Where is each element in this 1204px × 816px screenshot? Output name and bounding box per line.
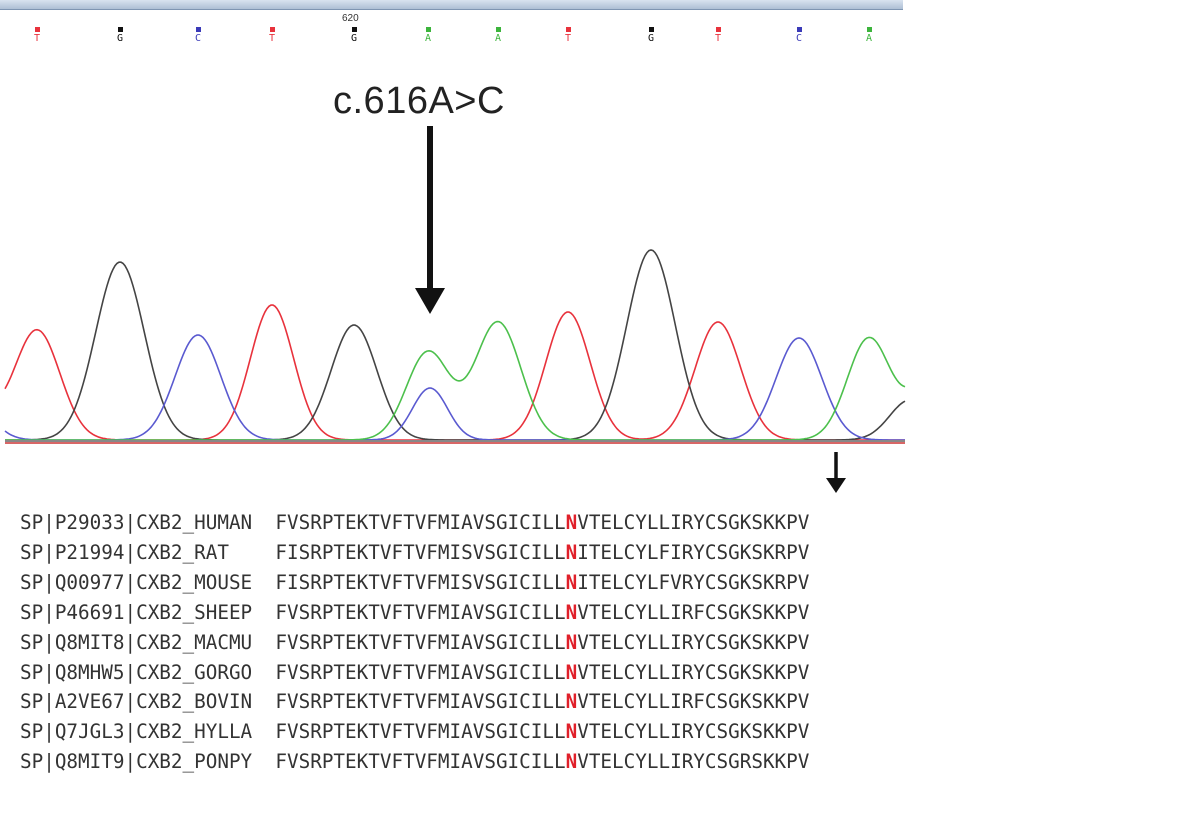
- highlighted-residue: N: [565, 540, 578, 564]
- highlighted-residue: N: [565, 511, 578, 534]
- base-call-letter: C: [194, 33, 202, 44]
- sequence-prefix: FISRPTEKTVFTVFMISVSGICILL: [275, 540, 566, 564]
- highlighted-residue: N: [565, 600, 578, 624]
- trace-group: [4, 249, 906, 441]
- base-call-letter: A: [424, 33, 432, 44]
- base-call-letter: T: [33, 33, 41, 44]
- base-call: C: [791, 20, 807, 44]
- base-call: A: [861, 20, 877, 44]
- highlighted-residue: N: [565, 690, 578, 714]
- protein-alignment: SP|P29033|CXB2_HUMAN FVSRPTEKTVFTVFMIAVS…: [20, 508, 809, 777]
- base-call-marker: [866, 27, 872, 32]
- base-call: A: [420, 20, 436, 44]
- sequence-id: SP|P46691|CXB2_SHEEP: [20, 600, 276, 624]
- sequence-id: SP|P29033|CXB2_HUMAN: [20, 511, 276, 534]
- alignment-row: SP|Q7JGL3|CXB2_HYLLA FVSRPTEKTVFTVFMIAVS…: [20, 717, 809, 747]
- sequence-suffix: VTELCYLLIRYCSGKSKKPV: [577, 511, 810, 534]
- base-call: G: [643, 20, 659, 44]
- highlighted-residue: N: [565, 660, 578, 684]
- sequence-prefix: FVSRPTEKTVFTVFMIAVSGICILL: [275, 630, 566, 654]
- highlighted-residue: N: [565, 570, 578, 594]
- base-call-marker: [195, 27, 201, 32]
- base-call: G: [112, 20, 128, 44]
- base-call-marker: [34, 27, 40, 32]
- sequence-suffix: VTELCYLLIRFCSGKSKKPV: [577, 600, 810, 624]
- highlighted-residue: N: [565, 630, 578, 654]
- sequence-suffix: VTELCYLLIRYCSGKSKKPV: [577, 630, 810, 654]
- base-call-marker: [648, 27, 654, 32]
- sequence-suffix: VTELCYLLIRYCSGKSKKPV: [577, 660, 810, 684]
- mutation-label: c.616A>C: [333, 80, 505, 122]
- alignment-row: SP|Q00977|CXB2_MOUSE FISRPTEKTVFTVFMISVS…: [20, 568, 809, 598]
- alignment-row: SP|A2VE67|CXB2_BOVIN FVSRPTEKTVFTVFMIAVS…: [20, 687, 809, 717]
- base-call-marker: [565, 27, 571, 32]
- base-call: G: [346, 20, 362, 44]
- sequence-id: SP|Q8MIT9|CXB2_PONPY: [20, 750, 276, 774]
- sequence-suffix: VTELCYLLIRYCSGKSKKPV: [577, 720, 810, 744]
- base-call: T: [710, 20, 726, 44]
- base-call-letter: C: [795, 33, 803, 44]
- base-call: C: [190, 20, 206, 44]
- sequence-prefix: FVSRPTEKTVFTVFMIAVSGICILL: [275, 511, 566, 534]
- base-call-letter: G: [116, 33, 124, 44]
- base-call: T: [560, 20, 576, 44]
- residue-arrow-head: [826, 478, 846, 493]
- sequence-id: SP|Q00977|CXB2_MOUSE: [20, 570, 276, 594]
- base-call-letter: G: [647, 33, 655, 44]
- sequence-suffix: VTELCYLLIRYCSGRSKKPV: [577, 750, 810, 774]
- base-call-marker: [269, 27, 275, 32]
- sequence-prefix: FVSRPTEKTVFTVFMIAVSGICILL: [275, 600, 566, 624]
- variant-arrow-head: [415, 288, 445, 314]
- viewer-title-strip: [0, 0, 903, 10]
- sequence-prefix: FVSRPTEKTVFTVFMIAVSGICILL: [275, 660, 566, 684]
- sequence-id: SP|A2VE67|CXB2_BOVIN: [20, 690, 276, 714]
- alignment-row: SP|Q8MHW5|CXB2_GORGO FVSRPTEKTVFTVFMIAVS…: [20, 658, 809, 688]
- sequence-suffix: ITELCYLFIRYCSGKSKRPV: [577, 540, 810, 564]
- base-call-marker: [351, 27, 357, 32]
- base-call-marker: [495, 27, 501, 32]
- sequence-id: SP|P21994|CXB2_RAT: [20, 540, 276, 564]
- alignment-row: SP|P21994|CXB2_RAT FISRPTEKTVFTVFMISVSGI…: [20, 538, 809, 568]
- sequence-id: SP|Q7JGL3|CXB2_HYLLA: [20, 720, 276, 744]
- alignment-row: SP|P29033|CXB2_HUMAN FVSRPTEKTVFTVFMIAVS…: [20, 508, 809, 538]
- trace-C: [4, 334, 905, 441]
- alignment-row: SP|Q8MIT8|CXB2_MACMU FVSRPTEKTVFTVFMIAVS…: [20, 628, 809, 658]
- alignment-row: SP|P46691|CXB2_SHEEP FVSRPTEKTVFTVFMIAVS…: [20, 598, 809, 628]
- base-call-marker: [425, 27, 431, 32]
- base-call-marker: [796, 27, 802, 32]
- base-call: T: [29, 20, 45, 44]
- base-call: T: [264, 20, 280, 44]
- highlighted-residue: N: [565, 720, 578, 744]
- base-call-letter: G: [350, 33, 358, 44]
- base-call-letter: T: [714, 33, 722, 44]
- base-call-letter: T: [268, 33, 276, 44]
- sequence-id: SP|Q8MIT8|CXB2_MACMU: [20, 630, 276, 654]
- trace-G: [5, 249, 906, 441]
- alignment-row: SP|Q8MIT9|CXB2_PONPY FVSRPTEKTVFTVFMIAVS…: [20, 747, 809, 777]
- chromatogram-trace: [4, 126, 906, 493]
- position-label: 620: [342, 13, 359, 24]
- sequence-prefix: FVSRPTEKTVFTVFMIAVSGICILL: [275, 750, 566, 774]
- base-call: A: [490, 20, 506, 44]
- sequence-suffix: VTELCYLLIRFCSGKSKKPV: [577, 690, 810, 714]
- sequence-prefix: FVSRPTEKTVFTVFMIAVSGICILL: [275, 720, 566, 744]
- sequence-id: SP|Q8MHW5|CXB2_GORGO: [20, 660, 276, 684]
- base-call-letter: A: [494, 33, 502, 44]
- base-call-letter: A: [865, 33, 873, 44]
- sequence-prefix: FISRPTEKTVFTVFMISVSGICILL: [275, 570, 566, 594]
- base-call-marker: [117, 27, 123, 32]
- sequence-suffix: ITELCYLFVRYCSGKSKRPV: [577, 570, 810, 594]
- highlighted-residue: N: [565, 750, 578, 774]
- sequence-prefix: FVSRPTEKTVFTVFMIAVSGICILL: [275, 690, 566, 714]
- base-call-marker: [715, 27, 721, 32]
- base-call-letter: T: [564, 33, 572, 44]
